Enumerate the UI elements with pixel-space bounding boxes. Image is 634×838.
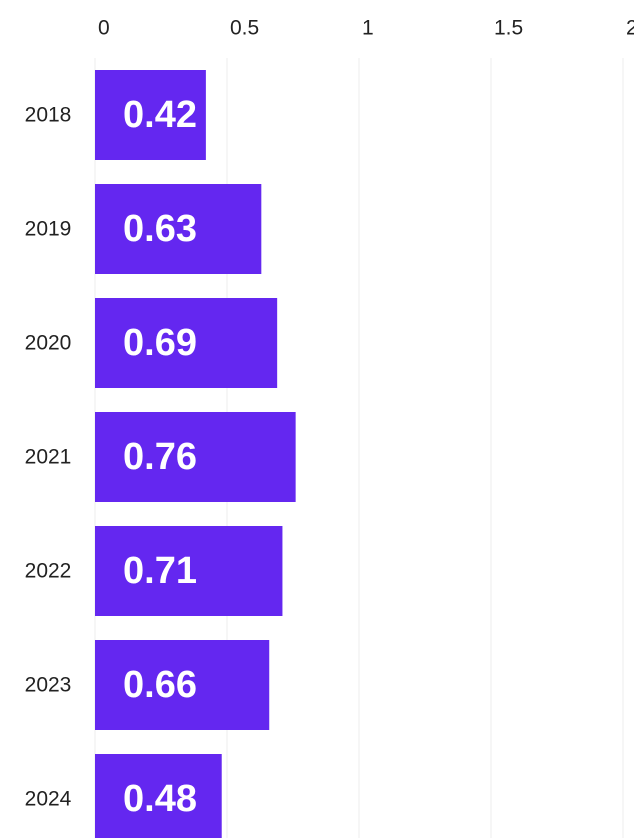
y-tick-label: 2019 bbox=[25, 218, 72, 241]
y-tick-label: 2020 bbox=[25, 332, 72, 355]
y-tick-label: 2023 bbox=[25, 674, 72, 697]
bar bbox=[95, 412, 296, 502]
bar bbox=[95, 184, 262, 274]
value-label: 0.63 bbox=[123, 208, 197, 250]
value-label: 0.48 bbox=[123, 778, 197, 820]
y-tick-label: 2021 bbox=[25, 446, 72, 469]
y-tick-label: 2024 bbox=[25, 788, 72, 811]
value-label: 0.66 bbox=[123, 664, 197, 706]
bar bbox=[95, 298, 278, 388]
value-label: 0.69 bbox=[123, 322, 197, 364]
x-tick-label: 0 bbox=[98, 17, 110, 40]
value-label: 0.42 bbox=[123, 94, 197, 136]
value-label: 0.71 bbox=[123, 550, 197, 592]
bar bbox=[95, 640, 270, 730]
y-tick-label: 2022 bbox=[25, 560, 72, 583]
bar bbox=[95, 70, 206, 160]
bar bbox=[95, 526, 283, 616]
x-tick-label: 2 bbox=[626, 17, 634, 40]
x-tick-label: 1 bbox=[362, 17, 374, 40]
value-label: 0.76 bbox=[123, 436, 197, 478]
x-tick-label: 1.5 bbox=[494, 17, 523, 40]
x-tick-label: 0.5 bbox=[230, 17, 259, 40]
bar bbox=[95, 754, 222, 838]
y-tick-label: 2018 bbox=[25, 104, 72, 127]
